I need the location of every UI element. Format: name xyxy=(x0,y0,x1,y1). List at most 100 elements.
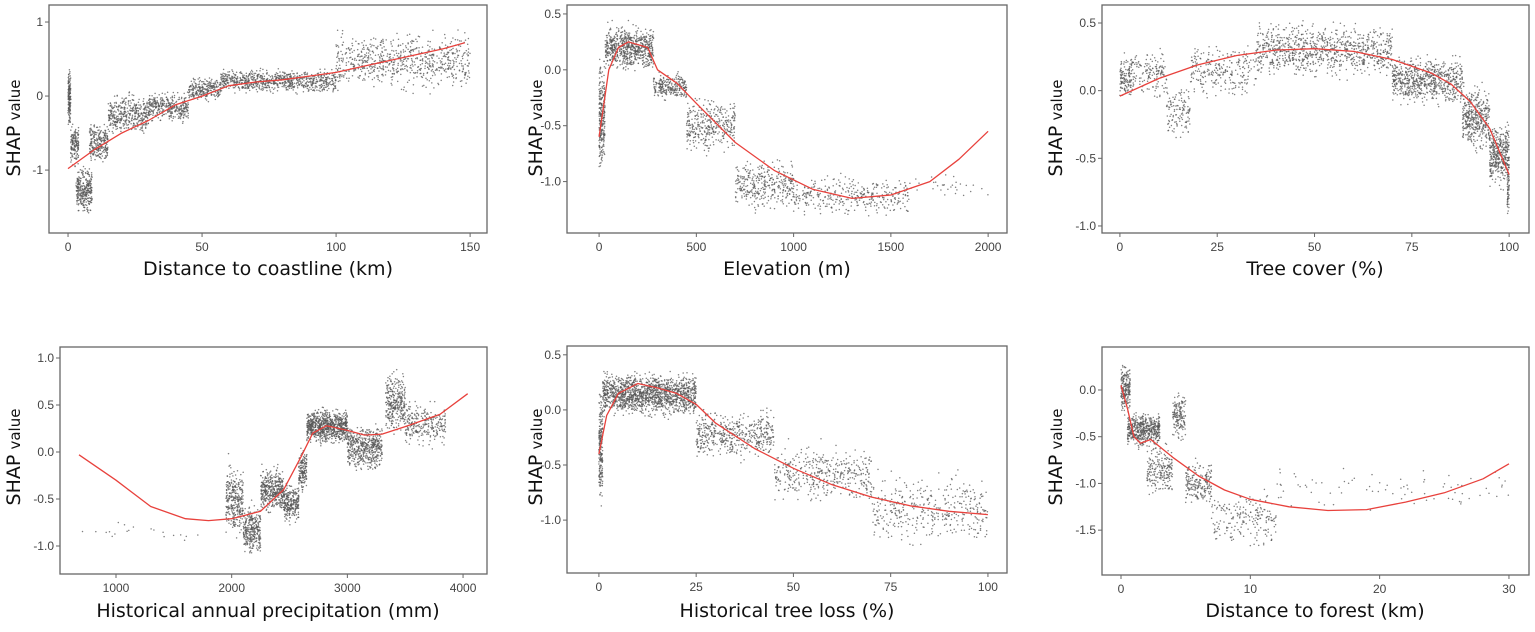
scatter-point xyxy=(138,98,140,101)
scatter-point xyxy=(90,175,93,178)
scatter-point xyxy=(651,66,654,68)
scatter-point xyxy=(188,94,190,96)
scatter-point xyxy=(648,55,650,57)
scatter-point xyxy=(150,105,152,107)
scatter-point xyxy=(602,151,605,153)
scatter-point xyxy=(402,51,405,53)
scatter-point xyxy=(733,102,735,105)
scatter-point xyxy=(708,138,710,141)
scatter-point xyxy=(627,39,630,41)
scatter-point xyxy=(265,82,267,85)
scatter-point xyxy=(654,89,657,92)
scatter-point xyxy=(746,160,749,163)
scatter-point xyxy=(143,123,145,126)
scatter-point xyxy=(623,52,626,55)
scatter-point xyxy=(699,122,702,124)
scatter-point xyxy=(106,125,108,128)
scatter-point xyxy=(236,81,239,83)
scatter-point xyxy=(70,146,73,149)
scatter-point xyxy=(70,161,72,163)
scatter-point xyxy=(132,124,135,127)
scatter-point xyxy=(677,81,680,83)
scatter-point xyxy=(623,40,625,43)
scatter-point xyxy=(141,116,143,119)
scatter-point xyxy=(69,70,71,73)
scatter-point xyxy=(319,68,321,70)
scatter-point xyxy=(404,67,406,70)
scatter-point xyxy=(644,65,646,67)
scatter-point xyxy=(137,101,140,104)
scatter-point xyxy=(605,63,607,65)
scatter-point xyxy=(647,62,650,65)
scatter-point xyxy=(598,58,601,61)
scatter-point xyxy=(611,19,613,22)
scatter-point xyxy=(369,72,372,75)
scatter-point xyxy=(331,77,333,80)
scatter-point xyxy=(75,143,77,146)
scatter-point xyxy=(440,52,442,54)
scatter-point xyxy=(247,77,250,80)
scatter-point xyxy=(325,82,327,85)
scatter-point xyxy=(631,49,633,51)
scatter-point xyxy=(703,149,706,152)
scatter-point xyxy=(148,105,150,108)
scatter-point xyxy=(365,61,367,63)
scatter-point xyxy=(308,77,310,80)
scatter-point xyxy=(638,54,640,56)
scatter-point xyxy=(247,74,250,77)
scatter-point xyxy=(731,117,734,119)
scatter-point xyxy=(171,98,173,101)
scatter-point xyxy=(336,76,339,78)
scatter-point xyxy=(355,40,357,42)
scatter-point xyxy=(99,153,102,155)
scatter-point xyxy=(707,119,709,121)
scatter-point xyxy=(391,49,393,52)
scatter-point xyxy=(697,125,699,128)
scatter-point xyxy=(630,39,633,41)
scatter-point xyxy=(633,49,636,52)
scatter-point xyxy=(169,112,172,114)
scatter-point xyxy=(282,82,284,84)
scatter-point xyxy=(449,62,452,65)
scatter-point xyxy=(316,80,318,83)
scatter-point xyxy=(260,88,262,91)
scatter-point xyxy=(689,127,691,129)
scatter-point xyxy=(338,75,341,78)
scatter-point xyxy=(81,193,83,195)
y-tick-label: 1 xyxy=(36,15,43,29)
scatter-point xyxy=(619,49,621,52)
scatter-point xyxy=(457,29,459,31)
scatter-point xyxy=(201,93,203,95)
scatter-point xyxy=(81,184,83,187)
scatter-point xyxy=(632,40,634,42)
scatter-point xyxy=(69,85,71,87)
scatter-point xyxy=(607,44,609,47)
scatter-point xyxy=(363,77,365,80)
scatter-point xyxy=(315,77,317,79)
scatter-point xyxy=(599,142,601,144)
scatter-point xyxy=(91,142,93,144)
scatter-point xyxy=(333,76,336,78)
scatter-point xyxy=(603,140,605,143)
scatter-point xyxy=(70,149,73,151)
scatter-point xyxy=(361,62,364,64)
scatter-point xyxy=(710,124,713,126)
scatter-point xyxy=(404,58,406,60)
scatter-point xyxy=(255,70,258,72)
scatter-point xyxy=(220,73,222,75)
scatter-point xyxy=(85,172,87,175)
scatter-point xyxy=(599,148,601,150)
scatter-point xyxy=(401,59,403,62)
scatter-point xyxy=(729,130,732,132)
scatter-point xyxy=(113,95,116,97)
scatter-point xyxy=(616,66,619,68)
scatter-point xyxy=(339,67,342,70)
scatter-point xyxy=(224,83,226,85)
scatter-point xyxy=(694,114,696,117)
scatter-point xyxy=(687,130,689,132)
scatter-point xyxy=(452,59,454,61)
scatter-point xyxy=(114,104,116,107)
scatter-point xyxy=(68,68,71,71)
scatter-point xyxy=(652,52,654,54)
scatter-point xyxy=(84,168,86,170)
